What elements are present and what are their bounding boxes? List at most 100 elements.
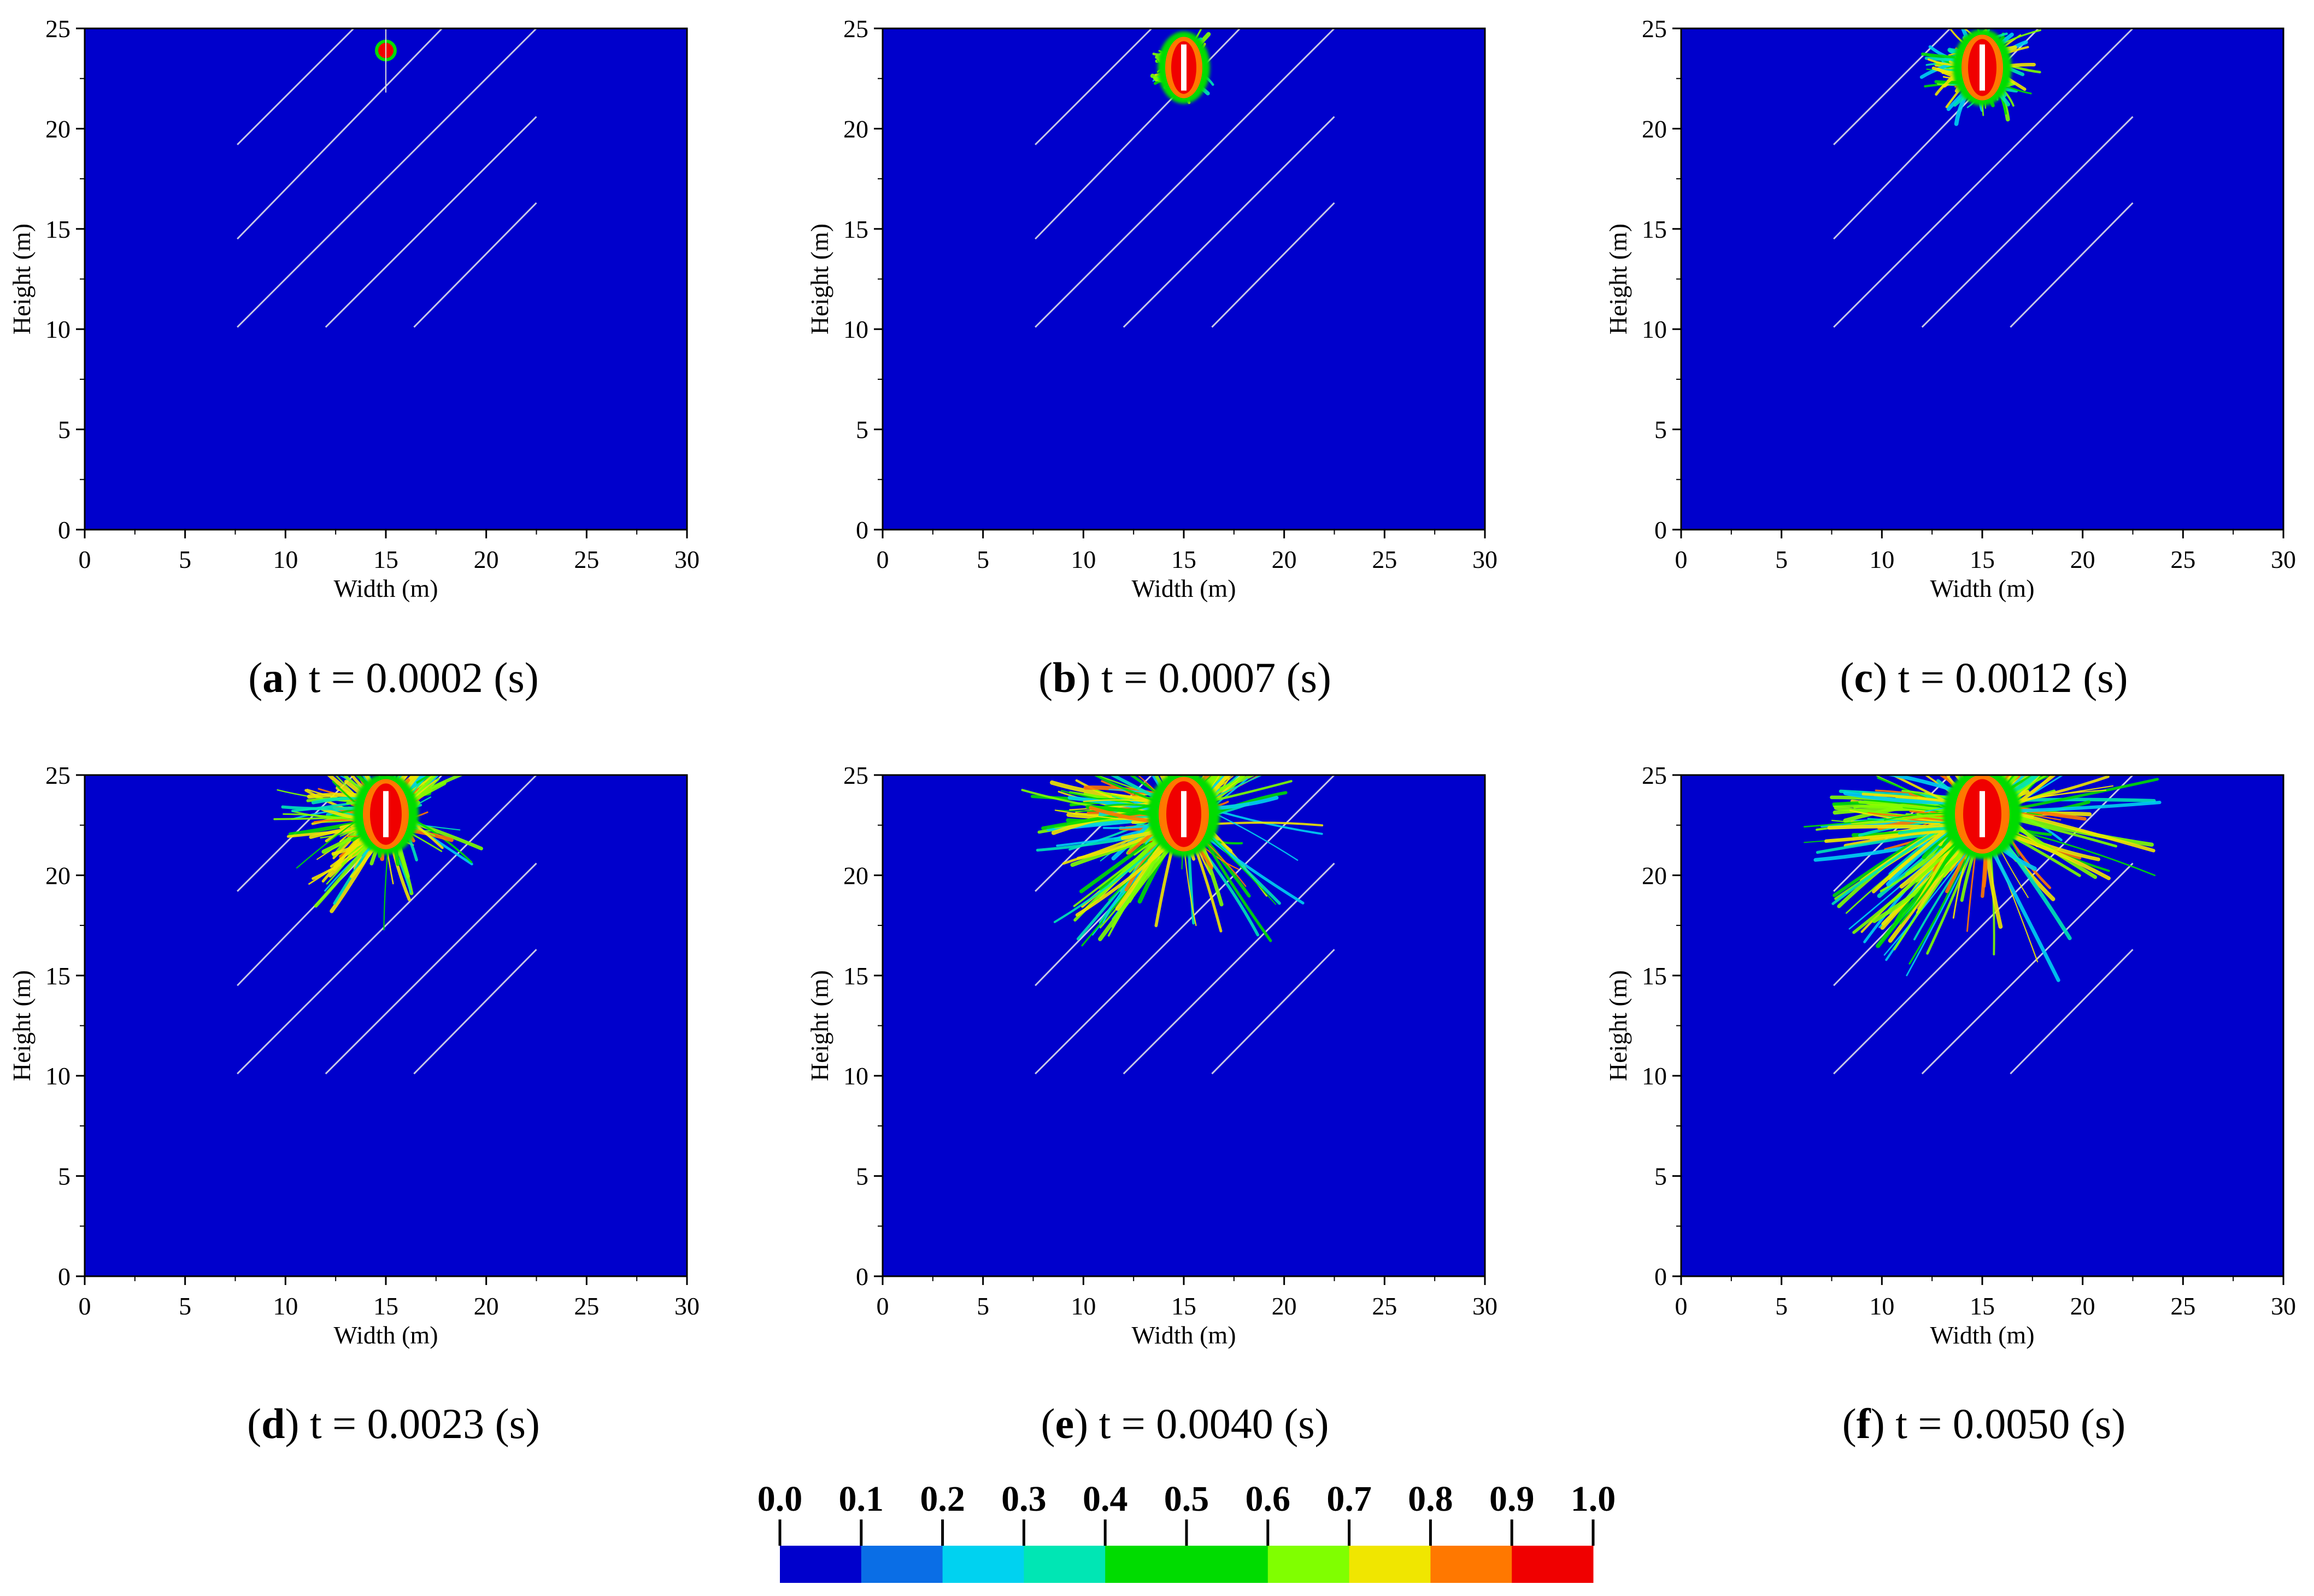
x-tick-label: 0 [1675, 1292, 1688, 1320]
panel-c: 0 5 10 15 20 25 30 0 5 10 15 20 25 Width (m) Height (m… [1604, 15, 2296, 602]
y-tick-label: 25 [843, 15, 868, 43]
plot-area [883, 28, 1485, 530]
y-tick-label: 25 [843, 761, 868, 789]
y-axis-label: Height (m) [1604, 970, 1632, 1081]
y-tick-label: 10 [843, 315, 868, 343]
joint-line-1 [1035, 27, 1153, 145]
y-tick-label: 20 [45, 115, 71, 143]
colorbar-tick-label: 0.2 [920, 1479, 965, 1519]
x-tick-label: 25 [2170, 1292, 2195, 1320]
y-tick-label: 0 [856, 516, 868, 544]
plot-area [883, 775, 1485, 1276]
x-axis-label: Width (m) [333, 1321, 438, 1349]
y-axis-label: Height (m) [1604, 224, 1632, 335]
x-tick-label: 15 [373, 1292, 398, 1320]
x-tick-label: 0 [79, 1292, 91, 1320]
y-tick-label: 15 [843, 215, 868, 243]
y-axis-label: Height (m) [8, 970, 36, 1081]
joint-line-5 [413, 949, 537, 1075]
plot-area [85, 28, 687, 530]
y-tick-label: 15 [843, 962, 868, 990]
joint-line-3 [1833, 27, 2134, 328]
x-tick-label: 30 [2271, 545, 2296, 573]
joint-line-4 [1123, 116, 1335, 328]
x-axis-label: Width (m) [1131, 574, 1236, 602]
y-tick-label: 0 [58, 1263, 71, 1290]
y-tick-label: 5 [1654, 416, 1667, 444]
x-tick-label: 5 [977, 545, 989, 573]
x-axis-label: Width (m) [333, 574, 438, 602]
colorbar-tick-label: 0.5 [1164, 1479, 1209, 1519]
y-tick-label: 20 [843, 115, 868, 143]
x-tick-label: 15 [1171, 1292, 1196, 1320]
colorbar-segment [1430, 1546, 1512, 1583]
colorbar-segment [861, 1546, 943, 1583]
colorbar-tick-label: 1.0 [1571, 1479, 1616, 1519]
x-tick-label: 10 [273, 545, 298, 573]
y-tick-label: 0 [1654, 1263, 1667, 1290]
x-tick-label: 30 [2271, 1292, 2296, 1320]
caption-panel-e: (e) t = 0.0040 (s) [1041, 1400, 1329, 1447]
colorbar-tick-label: 0.8 [1408, 1479, 1453, 1519]
y-tick-label: 15 [45, 962, 71, 990]
x-tick-label: 15 [1970, 1292, 1995, 1320]
y-tick-label: 0 [58, 516, 71, 544]
x-tick-label: 5 [179, 1292, 191, 1320]
x-tick-label: 25 [574, 545, 599, 573]
colorbar-segment [942, 1546, 1024, 1583]
y-axis-label: Height (m) [806, 224, 833, 335]
y-tick-label: 10 [1642, 1062, 1667, 1090]
joint-line-5 [1211, 949, 1335, 1075]
joint-line-4 [325, 116, 537, 328]
y-tick-label: 20 [1642, 861, 1667, 889]
y-tick-label: 15 [45, 215, 71, 243]
x-tick-label: 25 [2170, 545, 2195, 573]
x-tick-label: 10 [1869, 1292, 1894, 1320]
joint-line-3 [1833, 774, 2134, 1075]
y-tick-label: 25 [1642, 761, 1667, 789]
y-tick-label: 25 [45, 761, 71, 789]
joint-line-5 [2010, 202, 2134, 328]
x-tick-label: 15 [1970, 545, 1995, 573]
colorbar-tick-label: 0.4 [1083, 1479, 1128, 1519]
joint-line-5 [1211, 202, 1335, 328]
joint-line-3 [237, 27, 537, 328]
x-tick-label: 25 [1372, 1292, 1397, 1320]
x-tick-label: 10 [273, 1292, 298, 1320]
x-tick-label: 5 [179, 545, 191, 573]
joint-line-1 [237, 27, 355, 145]
joint-line-4 [1921, 862, 2134, 1075]
caption-panel-d: (d) t = 0.0023 (s) [247, 1400, 540, 1447]
colorbar: 0.0 0.1 0.2 0.3 0.4 0.5 0.6 0.7 0.8 0.9 1.0 [757, 1479, 1616, 1583]
x-tick-label: 0 [877, 545, 889, 573]
x-axis-label: Width (m) [1930, 574, 2034, 602]
x-tick-label: 20 [474, 545, 499, 573]
x-tick-label: 10 [1071, 545, 1096, 573]
y-tick-label: 20 [843, 861, 868, 889]
y-tick-label: 10 [45, 315, 71, 343]
joint-line-4 [1921, 116, 2134, 328]
colorbar-tick-label: 0.7 [1326, 1479, 1372, 1519]
x-tick-label: 0 [877, 1292, 889, 1320]
x-tick-label: 30 [674, 545, 700, 573]
colorbar-segment [1267, 1546, 1350, 1583]
x-tick-label: 20 [2070, 545, 2095, 573]
x-tick-label: 15 [373, 545, 398, 573]
x-tick-label: 20 [1272, 545, 1297, 573]
caption-panel-f: (f) t = 0.0050 (s) [1842, 1400, 2126, 1447]
x-tick-label: 20 [2070, 1292, 2095, 1320]
x-tick-label: 10 [1869, 545, 1894, 573]
caption-panel-a: (a) t = 0.0002 (s) [248, 654, 539, 701]
damage-zone [273, 775, 483, 931]
damage-zone [1919, 28, 2042, 126]
joint-line-2 [237, 27, 443, 240]
colorbar-segment [780, 1546, 862, 1583]
borehole [1181, 44, 1187, 91]
x-tick-label: 5 [977, 1292, 989, 1320]
colorbar-segment [1105, 1546, 1187, 1583]
x-tick-label: 20 [474, 1292, 499, 1320]
colorbar-tick-label: 0.0 [757, 1479, 803, 1519]
colorbar-segment [1512, 1546, 1594, 1583]
x-tick-label: 30 [1472, 1292, 1497, 1320]
